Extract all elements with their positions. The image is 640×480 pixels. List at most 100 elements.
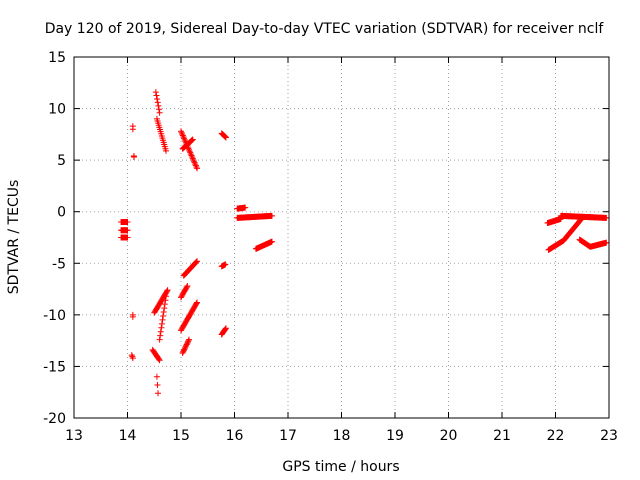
data-point [179, 132, 186, 139]
data-point [152, 89, 159, 96]
data-point [242, 204, 249, 211]
data-point [603, 214, 610, 221]
data-series [179, 336, 193, 357]
data-series [178, 299, 201, 334]
y-tick-label: 10 [48, 102, 66, 118]
data-point [186, 148, 193, 155]
data-point [163, 147, 170, 154]
data-series [118, 227, 131, 234]
y-tick-label: -20 [43, 411, 66, 427]
data-series [128, 352, 136, 362]
data-point [154, 99, 161, 106]
data-series [130, 153, 137, 161]
data-point [160, 309, 167, 316]
data-point [154, 95, 161, 102]
data-series [234, 204, 249, 212]
data-series [218, 261, 229, 270]
data-point [153, 373, 160, 380]
data-point [178, 129, 185, 136]
data-point [187, 149, 194, 156]
data-point [155, 106, 162, 113]
y-axis-label: SDTVAR / TECUs [6, 180, 22, 295]
data-point [163, 293, 170, 300]
data-point [192, 162, 199, 169]
data-point [189, 136, 196, 143]
data-series [153, 115, 170, 154]
data-point [222, 133, 229, 140]
data-point [578, 215, 585, 222]
x-tick-label: 23 [600, 428, 618, 444]
data-point [222, 261, 229, 268]
data-point [128, 352, 135, 359]
data-series [545, 214, 586, 253]
data-point [156, 357, 163, 364]
data-point [179, 131, 186, 138]
data-point [579, 214, 586, 221]
data-point [222, 325, 229, 332]
data-point [190, 158, 197, 165]
data-series [149, 346, 163, 364]
data-point [158, 320, 165, 327]
data-point [129, 355, 136, 362]
data-point [129, 126, 136, 133]
y-tick-label: 15 [48, 50, 66, 66]
x-tick-label: 15 [172, 428, 190, 444]
data-point [193, 300, 200, 307]
data-point [192, 259, 199, 266]
data-point [190, 156, 197, 163]
data-point [268, 212, 275, 219]
data-point [157, 332, 164, 339]
data-point [154, 390, 161, 397]
x-axis-label: GPS time / hours [282, 459, 399, 475]
data-point [221, 133, 228, 140]
data-point [186, 146, 193, 153]
data-point [160, 312, 167, 319]
data-point [188, 152, 195, 159]
data-point [159, 316, 166, 323]
data-point [158, 324, 165, 331]
x-tick-label: 21 [493, 428, 511, 444]
data-point [180, 133, 187, 140]
data-point [124, 234, 131, 241]
y-tick-label: 0 [57, 205, 66, 221]
data-series [252, 238, 275, 252]
data-point [154, 381, 161, 388]
data-point [193, 258, 200, 265]
data-point [124, 219, 131, 226]
x-tick-label: 16 [226, 428, 244, 444]
data-points [118, 89, 610, 397]
data-point [184, 282, 191, 289]
data-point [161, 301, 168, 308]
data-point [155, 356, 162, 363]
y-tick-label: 5 [57, 153, 66, 169]
y-tick-label: -10 [43, 308, 66, 324]
x-tick-label: 14 [119, 428, 137, 444]
data-point [187, 151, 194, 158]
data-point [189, 155, 196, 162]
data-series [129, 123, 136, 133]
x-tick-label: 22 [547, 428, 565, 444]
data-series [152, 89, 163, 116]
data-point [162, 297, 169, 304]
data-series [129, 311, 136, 320]
data-series [151, 287, 171, 316]
x-tick-label: 18 [333, 428, 351, 444]
x-tick-label: 20 [440, 428, 458, 444]
data-point [181, 135, 188, 142]
data-series [180, 258, 201, 279]
x-tick-label: 13 [65, 428, 83, 444]
data-series [179, 136, 196, 152]
data-series [178, 282, 191, 301]
data-point [156, 109, 163, 116]
data-point [194, 258, 201, 265]
data-series [218, 325, 229, 338]
data-point [157, 328, 164, 335]
data-series [557, 212, 610, 221]
data-point [181, 136, 188, 143]
data-series [156, 293, 170, 343]
data-point [193, 163, 200, 170]
data-series [118, 219, 131, 226]
data-point [192, 161, 199, 168]
data-point [188, 137, 195, 144]
data-point [153, 92, 160, 99]
